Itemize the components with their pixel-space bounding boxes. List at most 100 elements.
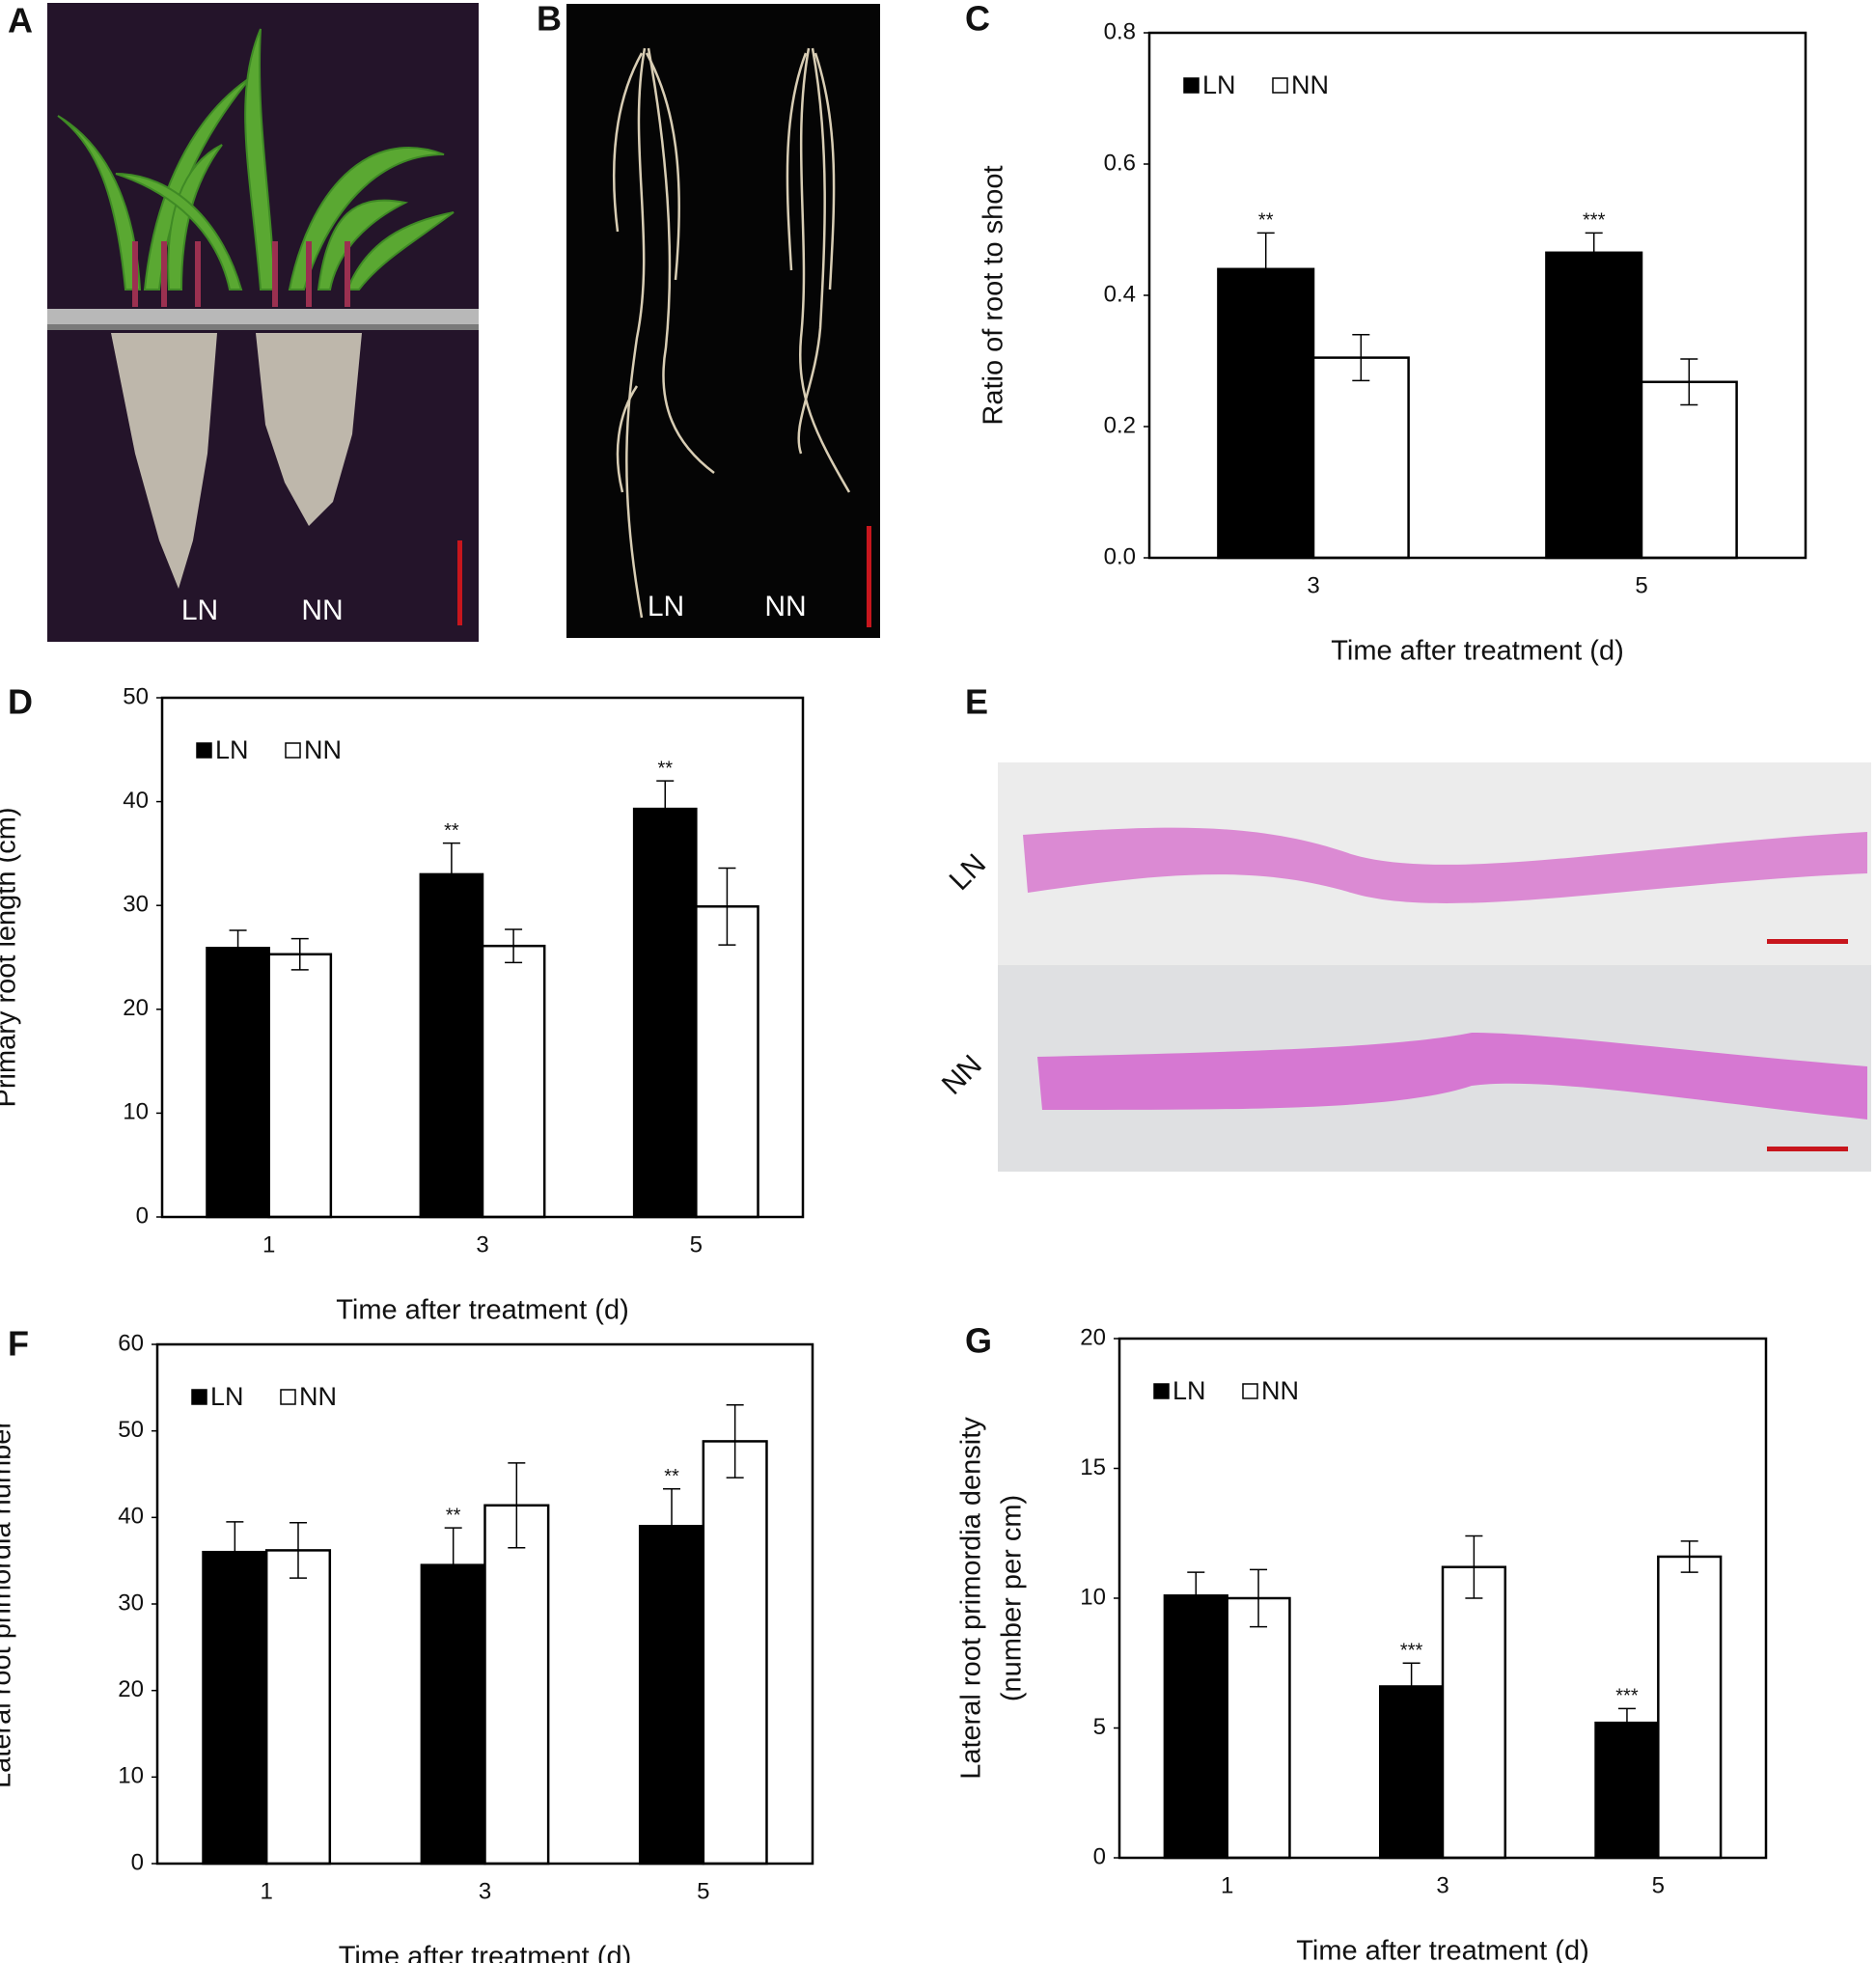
bar <box>483 1504 550 1866</box>
panel-letter: C <box>965 0 990 39</box>
error-bar <box>656 780 675 838</box>
bar <box>632 807 698 1219</box>
error-bar <box>1256 232 1275 306</box>
significance: ** <box>444 820 459 842</box>
photo-label: NN <box>764 591 806 622</box>
y-tick-label: 0.2 <box>1104 412 1136 438</box>
error-bar <box>1352 334 1370 382</box>
error-bar <box>1250 1568 1268 1628</box>
bar <box>1163 1594 1228 1860</box>
bar <box>1545 251 1643 560</box>
bar <box>419 872 484 1219</box>
error-bar <box>1680 358 1698 406</box>
legend-label: NN <box>304 735 342 764</box>
x-tick-label: 5 <box>1652 1872 1665 1898</box>
plot-frame <box>1147 31 1807 560</box>
significance: ** <box>1258 210 1274 232</box>
error-bar <box>1585 232 1603 273</box>
y-tick-label: 0.4 <box>1104 281 1136 307</box>
legend-label: LN <box>1202 70 1236 99</box>
legend-swatch <box>1153 1383 1170 1399</box>
y-tick-label: 0 <box>131 1849 144 1875</box>
bar <box>1378 1685 1445 1860</box>
bar <box>202 1550 268 1866</box>
y-tick-label: 0.6 <box>1104 150 1136 176</box>
x-tick-label: 3 <box>476 1231 488 1258</box>
photo-label: NN <box>936 1049 988 1101</box>
error-bar <box>663 1487 681 1564</box>
legend-swatch <box>1183 77 1200 94</box>
bar <box>1594 1721 1660 1860</box>
legend-label: NN <box>1291 70 1329 99</box>
y-axis-label: Lateral root primordia number <box>0 1420 17 1788</box>
bar <box>702 1440 768 1866</box>
panel-letter: D <box>8 682 33 722</box>
y-tick-label: 40 <box>118 1504 144 1530</box>
panel-letter: G <box>965 1321 992 1361</box>
bar <box>267 953 333 1219</box>
y-axis-label: Ratio of root to shoot <box>979 165 1009 425</box>
error-bar <box>1617 1707 1636 1738</box>
significance: ** <box>664 1466 679 1487</box>
legend-swatch <box>280 1389 296 1405</box>
legend-swatch <box>285 742 301 759</box>
y-tick-label: 15 <box>1080 1454 1106 1480</box>
error-bar <box>1402 1662 1421 1711</box>
x-tick-label: 1 <box>1221 1872 1233 1898</box>
error-bar <box>505 928 523 964</box>
y-axis-label: Primary root length (cm) <box>0 807 22 1107</box>
legend-swatch <box>1272 77 1288 94</box>
error-bar <box>442 842 460 906</box>
y-tick-label: 60 <box>118 1330 144 1356</box>
error-bar <box>226 1521 244 1584</box>
bar <box>1640 380 1738 560</box>
plot-frame <box>155 1342 814 1866</box>
error-bar <box>1187 1571 1205 1620</box>
significance: *** <box>1583 210 1606 232</box>
error-bar <box>1465 1534 1483 1599</box>
error-bar <box>444 1527 462 1603</box>
legend-swatch <box>191 1389 207 1405</box>
y-tick-label: 20 <box>1080 1324 1106 1350</box>
error-bar <box>726 1404 744 1479</box>
x-axis-label: Time after treatment (d) <box>336 1295 629 1326</box>
legend-label: LN <box>1172 1376 1206 1405</box>
y-tick-label: 10 <box>1080 1584 1106 1610</box>
y-tick-label: 10 <box>123 1099 149 1125</box>
y-tick-label: 30 <box>118 1590 144 1616</box>
photo-label: LN <box>944 848 992 897</box>
photo-e <box>998 762 1871 1172</box>
x-tick-label: 1 <box>260 1878 272 1904</box>
y-tick-label: 20 <box>123 995 149 1021</box>
plot-frame <box>160 696 805 1219</box>
panel-letter: B <box>537 0 562 39</box>
x-axis-label: Time after treatment (d) <box>339 1942 632 1963</box>
photo-label: LN <box>648 591 684 622</box>
significance: *** <box>1400 1641 1423 1662</box>
photo-label: NN <box>301 594 343 626</box>
x-tick-label: 3 <box>1436 1872 1448 1898</box>
x-tick-label: 5 <box>1635 572 1647 598</box>
legend-swatch <box>1242 1383 1258 1399</box>
y-tick-label: 0 <box>136 1203 149 1229</box>
panel-letter: F <box>8 1324 29 1364</box>
error-bar <box>718 867 736 946</box>
error-bar <box>1680 1540 1698 1573</box>
bar <box>1217 267 1315 560</box>
y-tick-label: 0 <box>1093 1843 1106 1869</box>
error-bar <box>229 929 247 967</box>
x-tick-label: 3 <box>479 1878 491 1904</box>
bar <box>1657 1555 1723 1860</box>
photo-b <box>566 4 880 638</box>
significance: ** <box>657 758 673 779</box>
legend-label: NN <box>299 1382 337 1411</box>
x-tick-label: 5 <box>690 1231 703 1258</box>
significance: ** <box>446 1505 461 1526</box>
photo-a <box>47 3 479 642</box>
panel-letter: E <box>965 682 988 722</box>
x-axis-label: Time after treatment (d) <box>1296 1936 1589 1963</box>
significance: *** <box>1615 1686 1639 1707</box>
y-axis-label: Lateral root primordia density <box>956 1417 987 1780</box>
bar <box>1226 1596 1291 1860</box>
